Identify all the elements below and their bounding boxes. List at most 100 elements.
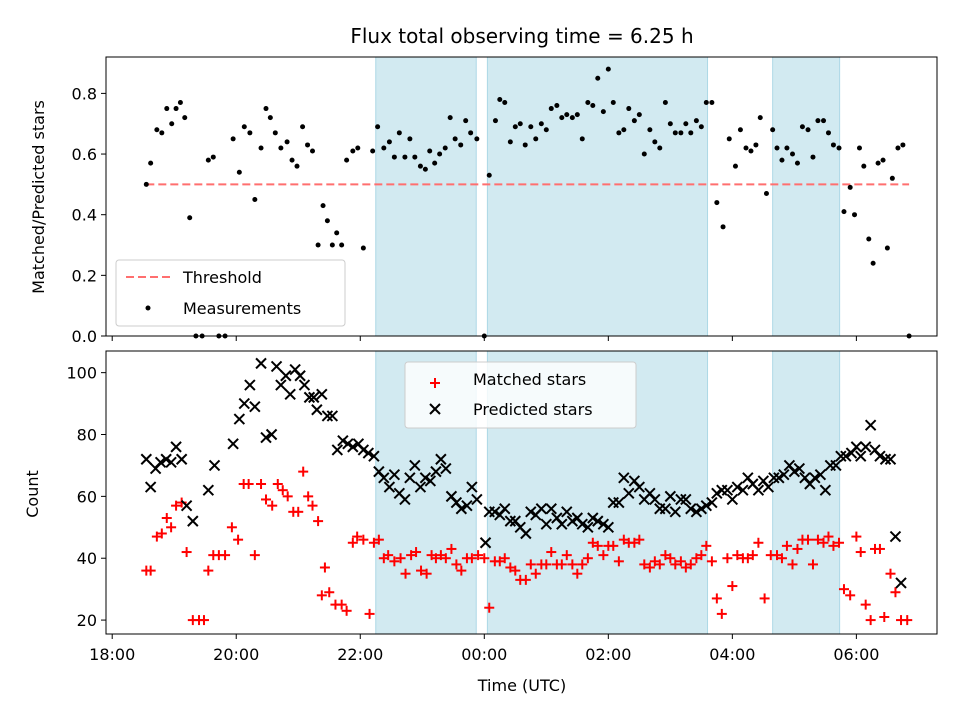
matched-star-point <box>874 543 885 554</box>
matched-star-point <box>440 553 451 564</box>
predicted-star-point <box>275 379 287 391</box>
predicted-star-point <box>409 459 421 472</box>
measurement-point <box>452 136 458 142</box>
measurement-point <box>533 136 539 142</box>
measurement-point <box>770 127 776 133</box>
measurement-point <box>626 106 632 112</box>
predicted-star-point <box>716 484 728 496</box>
x-b <box>840 450 852 462</box>
matched-star-point <box>220 550 231 561</box>
predicted-star-point <box>399 493 411 506</box>
x-b <box>664 490 677 503</box>
matched-star-point <box>747 550 758 561</box>
x-b <box>187 515 199 527</box>
x-b <box>783 459 796 472</box>
measurement-point <box>339 242 345 248</box>
predicted-star-point <box>633 481 646 493</box>
x-b <box>275 379 287 391</box>
measurement-point <box>554 103 560 109</box>
matched-star-point <box>845 590 856 601</box>
bottom-legend: Matched stars Predicted stars <box>404 361 637 429</box>
matched-star-point <box>198 615 209 626</box>
x-b <box>260 431 272 444</box>
matched-star-point <box>243 478 254 489</box>
x-b <box>551 512 563 524</box>
predicted-star-point <box>700 499 713 512</box>
predicted-star-point <box>556 518 568 530</box>
measurement-point <box>236 169 242 175</box>
measurement-point <box>693 118 699 124</box>
x-b <box>571 512 584 524</box>
matched-star-point <box>479 553 490 564</box>
x-b <box>814 469 827 481</box>
x-b <box>175 453 188 465</box>
matched-star-point <box>249 550 260 561</box>
predicted-star-point <box>576 518 588 530</box>
predicted-star-point <box>859 441 872 453</box>
x-b <box>311 404 323 416</box>
predicted-star-point <box>889 530 902 543</box>
matched-star-point <box>665 553 676 564</box>
measurement-point <box>595 75 601 81</box>
x-b <box>347 441 359 453</box>
measurement-point <box>737 127 743 133</box>
measurement-point <box>875 160 881 166</box>
top-x-ticks <box>111 336 857 341</box>
x-b <box>435 453 447 465</box>
x-b <box>762 481 775 493</box>
measurement-point <box>334 230 340 236</box>
top-y-axis: 0.0 0.2 0.4 0.6 0.8 <box>72 84 106 346</box>
matched-star-point <box>675 556 686 567</box>
measurement-point <box>720 224 726 230</box>
predicted-star-point <box>864 419 877 431</box>
x-b <box>895 577 907 589</box>
predicted-star-point <box>535 503 548 515</box>
matched-star-point <box>818 537 829 548</box>
x-tick-label: 20:00 <box>213 645 259 664</box>
matched-star-point <box>364 608 375 619</box>
matched-star-point <box>303 491 314 502</box>
matched-star-point <box>572 568 583 579</box>
measurement-point <box>790 151 796 157</box>
bottom-axes-frame <box>105 350 938 635</box>
x-b <box>675 493 687 506</box>
predicted-star-point <box>308 391 320 404</box>
matched-star-point <box>598 550 609 561</box>
measurement-point <box>458 142 464 148</box>
matched-star-point <box>902 615 913 626</box>
legend-matched-label: Matched stars <box>473 370 586 389</box>
measurement-point <box>683 121 689 127</box>
x-b <box>430 465 442 478</box>
x-b <box>160 453 172 465</box>
matched-star-point <box>855 547 866 558</box>
measurement-point <box>647 127 653 133</box>
x-b <box>644 487 656 499</box>
matched-star-point <box>347 537 358 548</box>
measurement-point <box>774 145 780 151</box>
matched-star-point <box>421 568 432 579</box>
y-tick-label: 0.8 <box>72 84 97 103</box>
x-b <box>399 493 411 506</box>
predicted-star-point <box>874 450 886 462</box>
x-b <box>461 499 473 512</box>
matched-star-point <box>293 506 304 517</box>
matched-star-point <box>416 565 427 576</box>
x-b <box>525 506 537 518</box>
measurement-point <box>672 130 678 136</box>
x-b <box>316 388 328 401</box>
measurement-point <box>585 99 591 105</box>
predicted-star-point <box>270 360 283 373</box>
measurement-point <box>391 154 397 160</box>
x-b <box>373 465 385 478</box>
predicted-star-point <box>855 450 867 462</box>
x-b <box>859 441 872 453</box>
matched-star-point <box>860 599 871 610</box>
predicted-star-point <box>721 484 734 496</box>
bottom-legend-box <box>404 361 637 429</box>
predicted-star-point <box>440 462 452 475</box>
top-shaded-intervals <box>375 56 841 337</box>
predicted-star-point <box>435 453 447 465</box>
measurement-point <box>517 121 523 127</box>
top-legend-box <box>115 259 346 327</box>
measurement-point <box>432 160 438 166</box>
